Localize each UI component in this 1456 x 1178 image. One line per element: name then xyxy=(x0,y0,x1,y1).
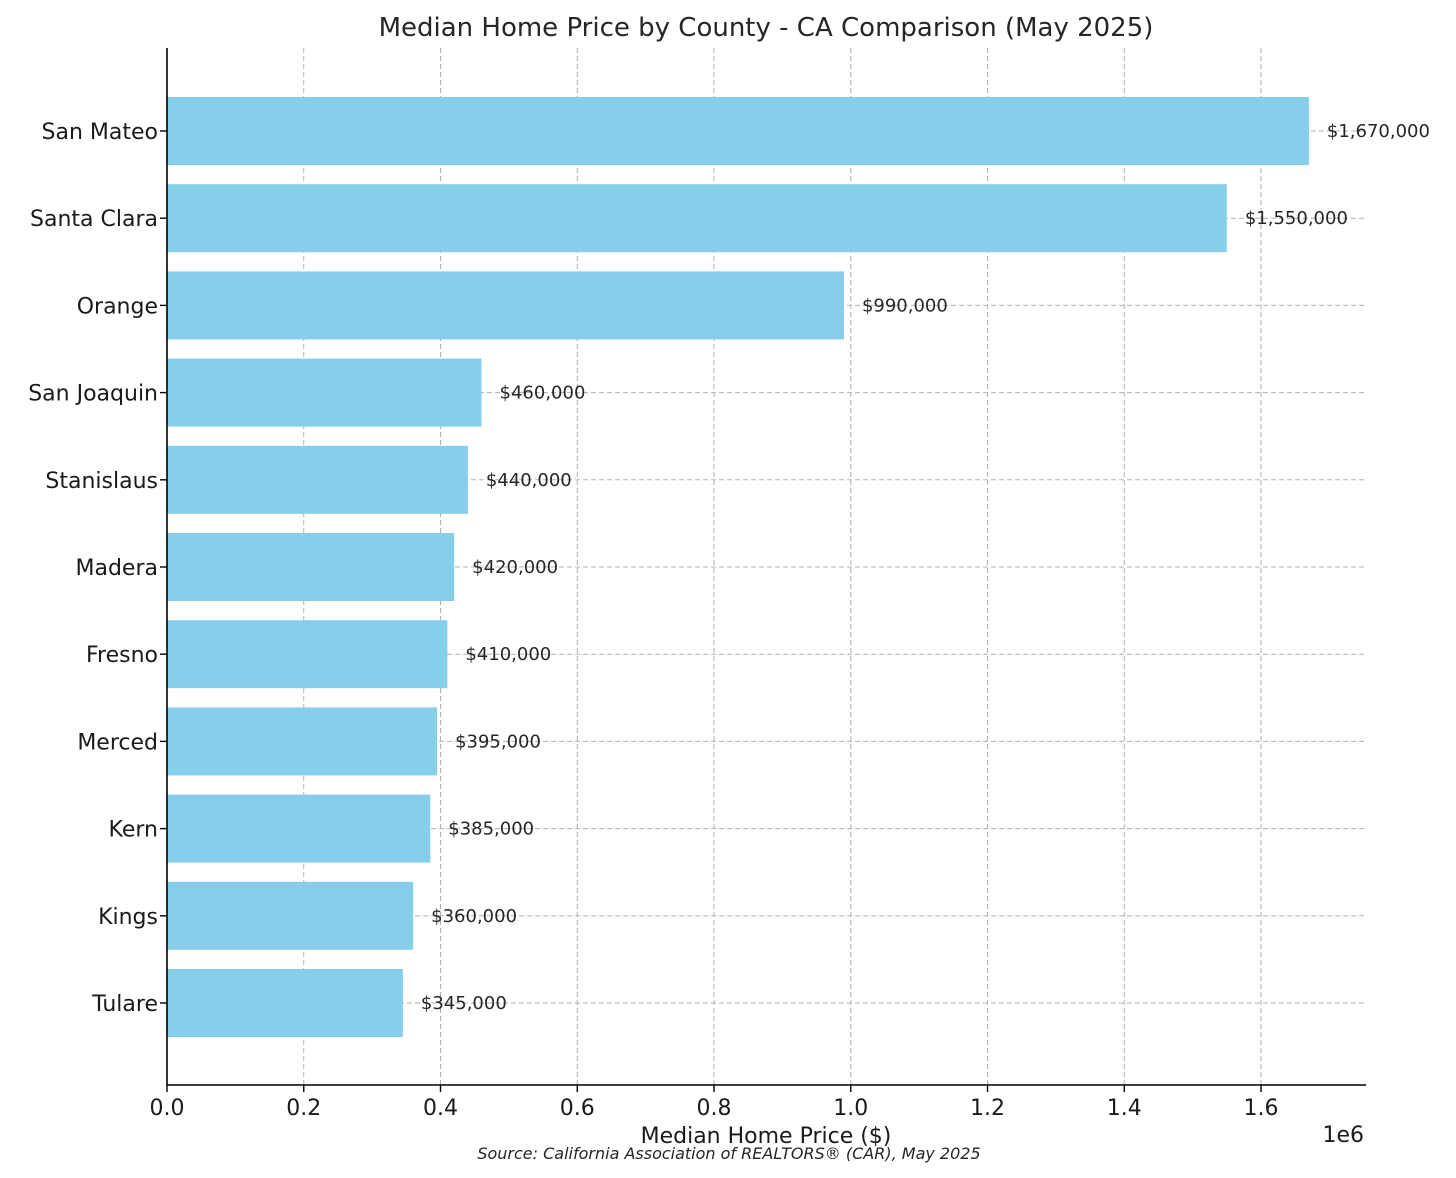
bar xyxy=(167,881,414,950)
x-tick-label: 0.6 xyxy=(560,1096,595,1121)
bar xyxy=(167,358,482,427)
bar xyxy=(167,271,844,340)
bar xyxy=(167,794,431,863)
y-tick-label: Orange xyxy=(77,294,158,319)
y-tick-label: Stanislaus xyxy=(45,469,158,494)
y-tick-label: Kings xyxy=(98,905,158,930)
data-label: $420,000 xyxy=(472,557,558,578)
x-axis-title: Median Home Price ($) xyxy=(641,1124,892,1149)
data-label: $1,670,000 xyxy=(1327,121,1430,142)
y-tick-label: Fresno xyxy=(86,643,158,668)
x-tick-label: 1.2 xyxy=(970,1096,1005,1121)
x-tick-label: 1.6 xyxy=(1244,1096,1279,1121)
data-label: $360,000 xyxy=(431,906,517,927)
data-label: $440,000 xyxy=(486,470,572,491)
x-tick-label: 0.0 xyxy=(150,1096,185,1121)
data-label: $345,000 xyxy=(421,993,507,1014)
y-tick-label: Merced xyxy=(77,730,158,755)
source-note: Source: California Association of REALTO… xyxy=(477,1144,980,1163)
bar xyxy=(167,184,1227,253)
data-label: $395,000 xyxy=(455,731,541,752)
y-tick-label: Madera xyxy=(76,556,159,581)
data-label: $990,000 xyxy=(862,295,948,316)
bar xyxy=(167,445,468,514)
bar xyxy=(167,97,1309,165)
x-tick-label: 1.4 xyxy=(1107,1096,1142,1121)
y-tick-label: Santa Clara xyxy=(30,207,158,232)
chart-title: Median Home Price by County - CA Compari… xyxy=(379,13,1154,43)
x-tick-label: 0.4 xyxy=(423,1096,458,1121)
y-tick-label: San Joaquin xyxy=(28,382,158,407)
x-axis-exponent: 1e6 xyxy=(1322,1123,1364,1148)
x-tick-label: 0.2 xyxy=(286,1096,321,1121)
y-tick-label: San Mateo xyxy=(42,120,158,145)
bar xyxy=(167,707,438,776)
x-tick-label: 1.0 xyxy=(833,1096,868,1121)
data-label: $385,000 xyxy=(448,819,534,840)
bar xyxy=(167,620,448,689)
x-tick-label: 0.8 xyxy=(697,1096,732,1121)
y-tick-label: Kern xyxy=(109,818,158,843)
bar xyxy=(167,969,403,1037)
data-label: $410,000 xyxy=(465,644,551,665)
data-label: $460,000 xyxy=(500,383,586,404)
data-label: $1,550,000 xyxy=(1245,208,1348,229)
bar xyxy=(167,533,455,601)
y-tick-label: Tulare xyxy=(91,992,158,1017)
